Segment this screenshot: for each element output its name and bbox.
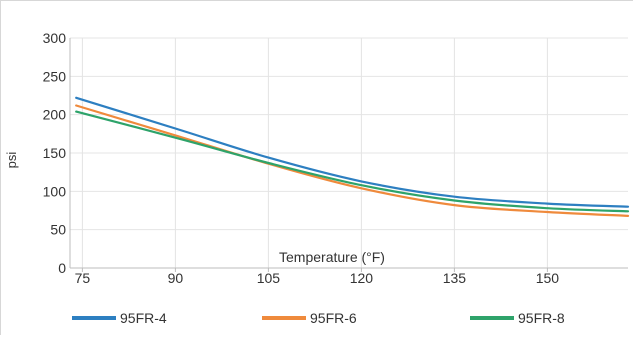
x-tick-label: 120 xyxy=(350,270,374,286)
series-line-1 xyxy=(75,96,630,208)
y-tick-label: 300 xyxy=(43,30,67,46)
legend-item: 95FR-8 xyxy=(470,310,565,326)
y-tick-label: 50 xyxy=(50,222,66,238)
y-tick-label: 200 xyxy=(43,107,67,123)
y-tick-label: 250 xyxy=(43,68,67,84)
legend-item: 95FR-4 xyxy=(72,310,167,326)
grid-lines xyxy=(70,37,628,268)
x-tick-label: 150 xyxy=(536,270,560,286)
legend-swatch xyxy=(470,316,514,320)
x-tick-label: 90 xyxy=(168,270,184,286)
legend-item: 95FR-6 xyxy=(262,310,357,326)
legend-swatch xyxy=(72,316,116,320)
legend-swatch xyxy=(262,316,306,320)
x-tick-label: 135 xyxy=(443,270,467,286)
x-axis-label: Temperature (°F) xyxy=(279,249,385,265)
y-tick-label: 0 xyxy=(58,260,66,276)
series-lines xyxy=(75,96,630,217)
y-axis-label: psi xyxy=(4,152,19,169)
legend-label: 95FR-6 xyxy=(310,310,357,326)
series-line-2 xyxy=(75,104,630,217)
y-tick-label: 100 xyxy=(43,183,67,199)
series-line-3 xyxy=(75,110,630,213)
y-tick-label: 150 xyxy=(43,145,67,161)
x-tick-label: 75 xyxy=(75,270,91,286)
y-axis: 0 50 100 150 200 250 300 xyxy=(43,30,71,276)
legend-label: 95FR-8 xyxy=(518,310,565,326)
x-axis: 75 90 105 120 135 150 xyxy=(70,267,628,286)
legend-label: 95FR-4 xyxy=(120,310,167,326)
x-tick-label: 105 xyxy=(257,270,281,286)
